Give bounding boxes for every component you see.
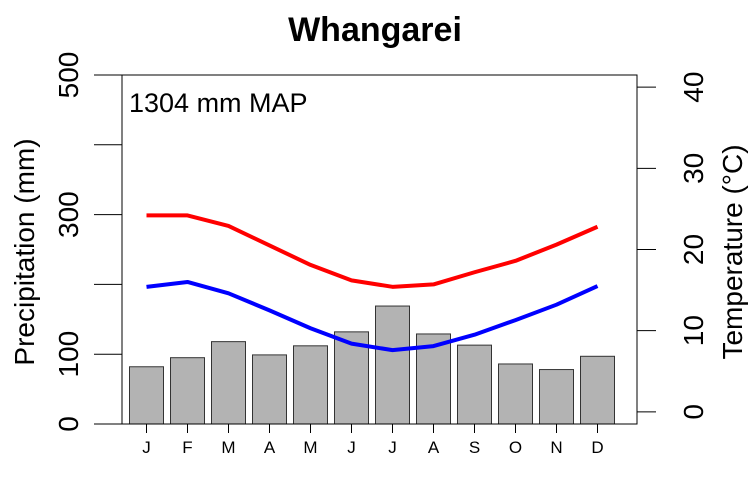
- temperature-tick-label-3: 20: [678, 234, 709, 265]
- temperature-line-1: [146, 213, 599, 289]
- precipitation-bar-7: [375, 305, 410, 425]
- temperature-tick-label-1: 0: [678, 404, 709, 420]
- precipitation-bar-5: [293, 345, 328, 425]
- month-label-8: A: [428, 438, 440, 457]
- month-label-12: D: [591, 438, 603, 457]
- month-label-4: A: [264, 438, 276, 457]
- precipitation-tick-label-1: 0: [53, 416, 84, 432]
- temperature-lines: [146, 213, 599, 353]
- month-label-3: M: [221, 438, 235, 457]
- map-annotation: 1304 mm MAP: [129, 88, 308, 118]
- precipitation-bar-1: [129, 366, 164, 425]
- temperature-tick-label-4: 30: [678, 153, 709, 184]
- precipitation-bar-2: [170, 357, 205, 425]
- chart-title: Whangarei: [288, 11, 462, 49]
- month-label-9: S: [469, 438, 480, 457]
- temperature-tick-label-2: 10: [678, 315, 709, 346]
- month-label-7: J: [388, 438, 397, 457]
- temperature-tick-label-5: 40: [678, 72, 709, 103]
- month-label-11: N: [550, 438, 562, 457]
- chart-axes: 0 100 300 500 0 10 20 30 40 J F M A M J J A S O N D: [53, 52, 709, 457]
- month-label-1: J: [142, 438, 151, 457]
- month-label-2: F: [182, 438, 192, 457]
- precipitation-bar-4: [252, 354, 287, 425]
- precipitation-tick-label-6: 500: [53, 52, 84, 99]
- temperature-axis-title: Temperature (°C): [717, 144, 748, 359]
- month-label-6: J: [347, 438, 356, 457]
- precipitation-tick-label-4: 300: [53, 191, 84, 238]
- precipitation-bars: [129, 305, 615, 425]
- month-label-5: M: [303, 438, 317, 457]
- month-label-10: O: [509, 438, 522, 457]
- precipitation-bar-3: [211, 341, 246, 425]
- temperature-line-2: [146, 279, 599, 353]
- precipitation-bar-9: [457, 344, 492, 425]
- precipitation-bar-11: [539, 369, 574, 425]
- precipitation-tick-label-2: 100: [53, 331, 84, 378]
- precipitation-bar-12: [580, 355, 615, 425]
- precipitation-axis-title: Precipitation (mm): [9, 138, 40, 365]
- precipitation-bar-10: [498, 363, 533, 425]
